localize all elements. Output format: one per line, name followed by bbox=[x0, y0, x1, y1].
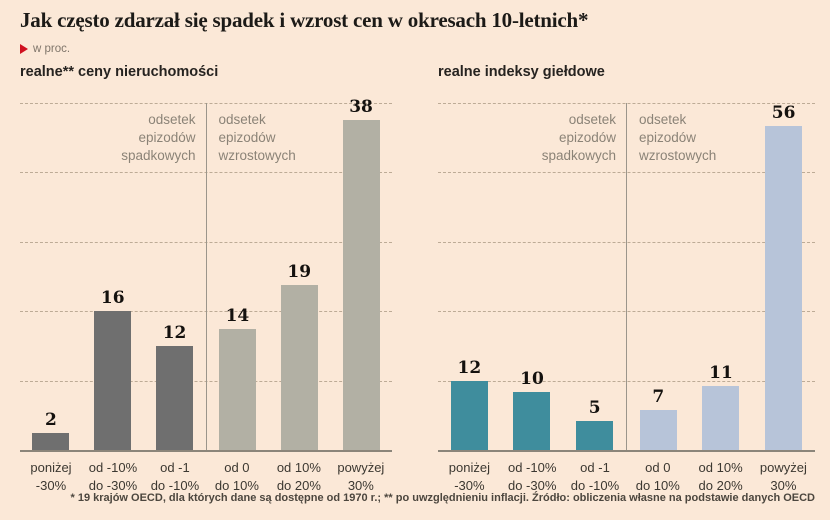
bar bbox=[280, 285, 318, 450]
bar-value-label: 16 bbox=[100, 288, 125, 309]
category-label: od -1 do -10% bbox=[150, 460, 200, 493]
unit-label: w proc. bbox=[33, 43, 71, 55]
category-axis-stocks: poniżej -30% od -10% do -30% od -1 do -10%… bbox=[438, 459, 815, 494]
bar-slot: 14 bbox=[207, 103, 269, 450]
bar bbox=[576, 421, 614, 450]
charts-container: realne** ceny nieruchomości odsetek epiz… bbox=[20, 64, 815, 494]
section-growth-stocks: odsetek epizodów wzrostowych 7 11 56 bbox=[626, 103, 815, 450]
footnote: * 19 krajów OECD, dla których dane są do… bbox=[70, 492, 816, 504]
bar-value-label: 2 bbox=[44, 409, 57, 430]
bar bbox=[218, 328, 256, 450]
bar bbox=[639, 409, 677, 450]
bar bbox=[702, 386, 740, 450]
bar-value-label: 11 bbox=[709, 363, 733, 384]
bar-value-label: 12 bbox=[162, 322, 187, 343]
category-label: od 0 do 10% bbox=[214, 460, 259, 493]
category-label: poniżej -30% bbox=[448, 460, 490, 493]
bar bbox=[342, 120, 380, 450]
category-label: od 10% do 20% bbox=[698, 460, 743, 493]
category-axis-property: poniżej -30% od -10% do -30% od -1 do -10%… bbox=[20, 459, 392, 494]
bar bbox=[32, 432, 70, 450]
page-title: Jak często zdarzał się spadek i wzrost c… bbox=[20, 8, 589, 32]
bar-slot: 5 bbox=[563, 103, 626, 450]
bar-slot: 11 bbox=[690, 103, 753, 450]
category-label: od -10% do -30% bbox=[88, 460, 138, 493]
bar-value-label: 10 bbox=[520, 369, 544, 390]
category-label: poniżej -30% bbox=[30, 460, 72, 493]
section-label-decline: odsetek epizodów spadkowych bbox=[121, 112, 196, 163]
section-label-growth: odsetek epizodów wzrostowych bbox=[218, 112, 296, 163]
category-label: od 10% do 20% bbox=[276, 460, 321, 493]
bar-slot: 10 bbox=[501, 103, 564, 450]
category-label: powyżej 30% bbox=[337, 460, 385, 493]
bar-slot: 56 bbox=[752, 103, 815, 450]
bar-slot: 16 bbox=[82, 103, 144, 450]
bar bbox=[94, 311, 132, 450]
bar bbox=[513, 392, 551, 450]
category-label: powyżej 30% bbox=[759, 460, 807, 493]
bar-value-label: 12 bbox=[457, 357, 482, 378]
bar-value-label: 19 bbox=[287, 262, 312, 283]
plot-area-property: odsetek epizodów spadkowych 2 16 12 odsete… bbox=[20, 97, 393, 452]
bar-value-label: 14 bbox=[225, 305, 250, 326]
section-label-growth: odsetek epizodów wzrostowych bbox=[639, 112, 717, 163]
chart-panel-stock-indices: realne indeksy giełdowe odsetek epizodów… bbox=[438, 64, 815, 494]
plot-area-stocks: odsetek epizodów spadkowych 12 10 5 odsete… bbox=[438, 103, 815, 452]
category-label: od -10% do -30% bbox=[507, 460, 557, 493]
bullet-triangle-icon bbox=[20, 44, 28, 54]
bar-slot: 19 bbox=[268, 103, 330, 450]
unit-label-row: w proc. bbox=[20, 43, 70, 55]
chart-panel-property-prices: realne** ceny nieruchomości odsetek epiz… bbox=[20, 64, 392, 494]
bar bbox=[156, 345, 194, 450]
bar-slot: 2 bbox=[20, 103, 82, 450]
bar bbox=[450, 380, 488, 450]
bar-slot: 12 bbox=[144, 103, 206, 450]
chart-title-property: realne** ceny nieruchomości bbox=[20, 64, 219, 80]
bar-value-label: 56 bbox=[771, 103, 796, 124]
category-label: od -1 do -10% bbox=[570, 460, 620, 493]
bar-slot: 12 bbox=[438, 103, 501, 450]
bar-value-label: 5 bbox=[588, 398, 601, 419]
bar-value-label: 38 bbox=[349, 97, 373, 118]
section-decline-stocks: odsetek epizodów spadkowych 12 10 5 bbox=[438, 103, 626, 450]
bar bbox=[765, 126, 803, 450]
section-label-decline: odsetek epizodów spadkowych bbox=[541, 112, 616, 163]
category-label: od 0 do 10% bbox=[635, 460, 680, 493]
section-growth-property: odsetek epizodów wzrostowych 14 19 38 bbox=[205, 97, 393, 450]
section-decline-property: odsetek epizodów spadkowych 2 16 12 bbox=[20, 103, 206, 450]
bar-slot: 7 bbox=[627, 103, 690, 450]
bar-slot: 38 bbox=[330, 97, 392, 450]
bar-value-label: 7 bbox=[652, 386, 665, 407]
chart-title-stocks: realne indeksy giełdowe bbox=[438, 64, 605, 80]
